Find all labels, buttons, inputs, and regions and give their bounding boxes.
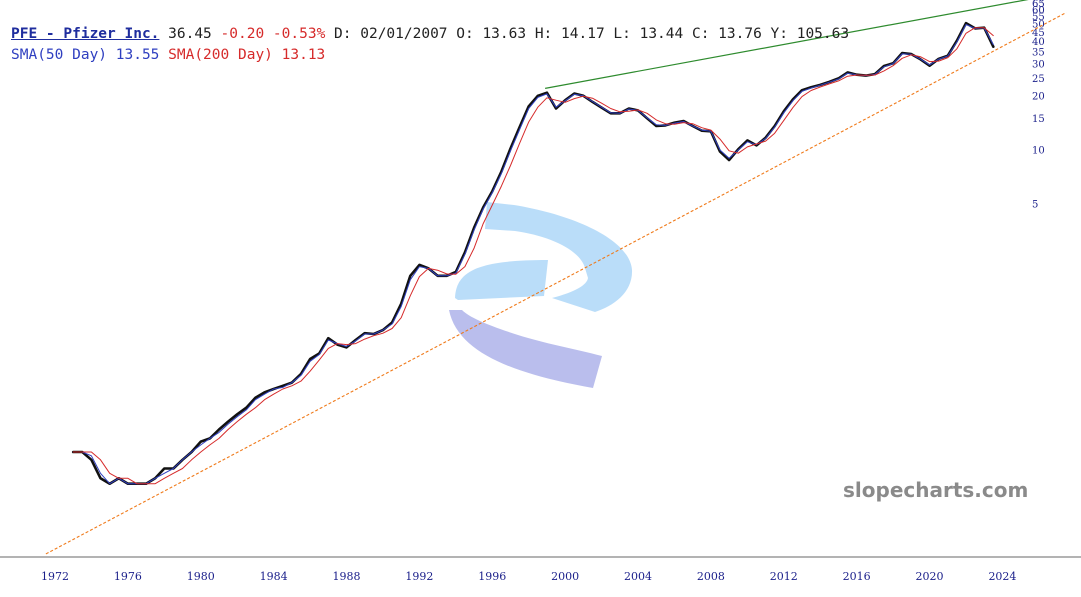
x-tick-label: 1984 (260, 570, 288, 583)
x-tick-label: 2004 (624, 570, 652, 583)
y-axis-ticks: 51015202530354045505560657075808590 (1032, 0, 1045, 211)
x-tick-label: 1976 (114, 570, 142, 583)
y-tick-label: 60 (1032, 5, 1045, 16)
y-tick-label: 5 (1032, 200, 1038, 211)
x-tick-label: 2012 (770, 570, 798, 583)
y-tick-label: 40 (1032, 37, 1045, 48)
y-tick-label: 35 (1032, 48, 1045, 59)
x-tick-label: 1992 (405, 570, 433, 583)
y-tick-label: 55 (1032, 12, 1045, 23)
y-tick-label: 65 (1032, 0, 1045, 10)
y-tick-label: 10 (1032, 146, 1045, 157)
x-axis-ticks: 1972 1976 1980 1984 1988 1992 1996 2000 2004 2008… (41, 570, 1016, 583)
symbol-link[interactable]: PFE - Pfizer Inc. (11, 26, 160, 42)
logo-top-swoosh (485, 202, 633, 312)
series-layer (71, 21, 995, 486)
support-trendline (45, 12, 1067, 555)
x-tick-label: 2020 (916, 570, 944, 583)
resistance-trendline (545, 0, 1029, 89)
logo-middle-band (455, 260, 548, 300)
y-tick-label: 70 (1032, 0, 1045, 4)
sma50-legend: SMA(50 Day) 13.55 (11, 47, 160, 63)
sma200-series-line (72, 27, 994, 485)
sma50-series-line (72, 24, 994, 485)
x-tick-label: 1988 (333, 570, 361, 583)
x-tick-label: 2024 (988, 570, 1016, 583)
x-tick-label: 2008 (697, 570, 725, 583)
sma200-legend: SMA(200 Day) 13.13 (168, 47, 326, 63)
y-tick-label: 50 (1032, 20, 1045, 31)
last-price: 36.45 (168, 26, 212, 42)
x-tick-label: 2000 (551, 570, 579, 583)
y-tick-label: 25 (1032, 74, 1045, 85)
y-tick-label: 20 (1032, 91, 1045, 102)
y-tick-label: 15 (1032, 114, 1045, 125)
price-change: -0.20 (220, 26, 265, 42)
y-tick-label: 30 (1032, 60, 1045, 71)
price-change-pct: -0.53% (272, 26, 326, 42)
logo-bottom-swoosh (449, 310, 602, 388)
slopecharts-logo-watermark (449, 202, 633, 388)
watermark-text: slopecharts.com (843, 478, 1028, 502)
price-series-line (71, 21, 995, 486)
trend-lines (45, 0, 1067, 555)
y-tick-label: 45 (1032, 28, 1045, 39)
x-tick-label: 1972 (41, 570, 69, 583)
chart-header: PFE - Pfizer Inc. 36.45 -0.20 -0.53% D: … (11, 24, 849, 66)
quote-row: PFE - Pfizer Inc. 36.45 -0.20 -0.53% D: … (11, 24, 849, 45)
x-tick-label: 1980 (187, 570, 215, 583)
x-tick-label: 1996 (478, 570, 506, 583)
ohlc-readout: D: 02/01/2007 O: 13.63 H: 14.17 L: 13.44… (334, 26, 850, 42)
x-tick-label: 2016 (843, 570, 871, 583)
sma-row: SMA(50 Day) 13.55 SMA(200 Day) 13.13 (11, 45, 849, 66)
